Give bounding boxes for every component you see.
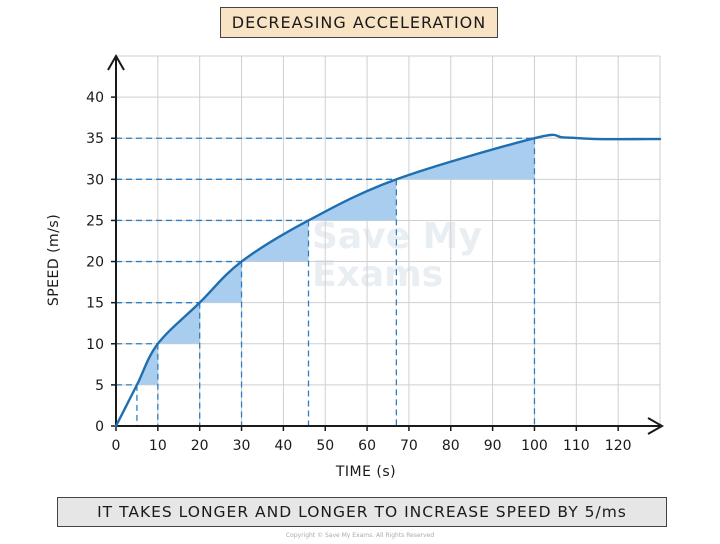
shaded-step [308,179,397,221]
x-tick-label: 70 [400,438,418,454]
copyright-notice: Copyright © Save My Exams. All Rights Re… [285,532,435,539]
y-tick-label: 5 [95,378,104,394]
y-tick-label: 30 [86,172,104,188]
x-tick-label: 50 [316,438,334,454]
x-tick-label: 120 [605,438,632,454]
x-tick-label: 30 [233,438,251,454]
speed-curve-line [114,133,662,428]
shaded-speed-steps [136,138,535,385]
y-tick-label: 15 [86,296,104,312]
caption: IT TAKES LONGER AND LONGER TO INCREASE S… [57,497,667,527]
y-tick-label: 25 [86,213,104,229]
x-tick-label: 60 [358,438,376,454]
shaded-step [136,343,158,385]
y-tick-label: 20 [86,255,104,271]
shaded-step [241,220,309,262]
y-tick-label: 10 [86,337,104,353]
chart-title: DECREASING ACCELERATION [220,7,498,38]
x-tick-label: 0 [112,438,121,454]
y-axis-title: SPEED (m/s) [46,214,62,306]
shaded-step [199,261,242,303]
y-tick-label: 40 [86,90,104,106]
axes [107,53,665,435]
x-tick-label: 110 [563,438,590,454]
grid [116,55,661,426]
x-tick-label: 10 [149,438,167,454]
x-axis-arrow [647,417,665,435]
shaded-step [157,302,200,344]
speed-time-chart: 0 10 20 30 40 50 60 70 80 90 100 110 120 0 5 10 15 20 25 30… [46,53,665,480]
tick-labels: 0 10 20 30 40 50 60 70 80 90 100 110 120 0 5 10 15 20 25 30… [86,90,631,454]
y-tick-label: 35 [86,131,104,147]
shaded-step [396,138,535,180]
x-axis-title: TIME (s) [335,464,396,480]
x-tick-label: 80 [442,438,460,454]
x-tick-label: 90 [484,438,502,454]
y-tick-label: 0 [95,419,104,435]
speed-curve [114,133,662,428]
x-tick-label: 40 [274,438,292,454]
x-tick-label: 100 [521,438,548,454]
dashed-guide-lines [116,137,536,426]
x-tick-label: 20 [191,438,209,454]
y-axis-arrow [107,53,125,71]
